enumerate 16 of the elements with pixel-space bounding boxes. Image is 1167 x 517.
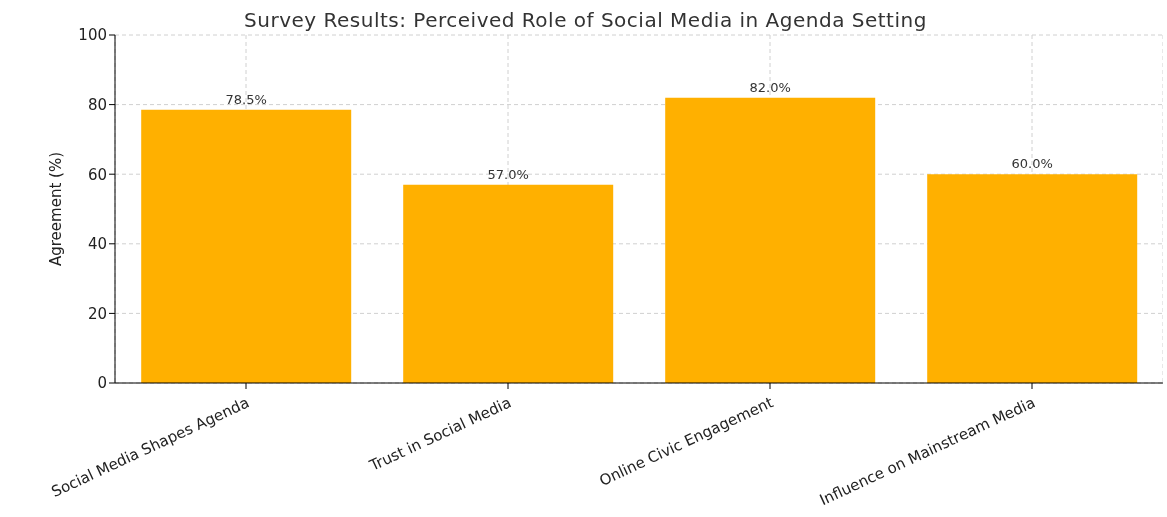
- data-label: 60.0%: [1011, 156, 1053, 172]
- y-tick-label: 60: [87, 165, 107, 184]
- y-tick-label: 40: [87, 235, 107, 254]
- bar: [141, 109, 352, 383]
- y-axis-title: Agreement (%): [47, 151, 66, 267]
- data-label: 78.5%: [225, 91, 267, 107]
- chart-title: Survey Results: Perceived Role of Social Media in Agenda Setting: [244, 8, 927, 32]
- data-label: 82.0%: [749, 79, 791, 95]
- bar: [665, 97, 876, 383]
- bar: [927, 174, 1138, 383]
- y-tick-label: 100: [78, 26, 107, 45]
- bar: [403, 184, 614, 383]
- y-tick-label: 0: [97, 374, 107, 393]
- y-tick-label: 20: [87, 304, 107, 323]
- data-label: 57.0%: [487, 166, 529, 182]
- y-tick-label: 80: [87, 95, 107, 114]
